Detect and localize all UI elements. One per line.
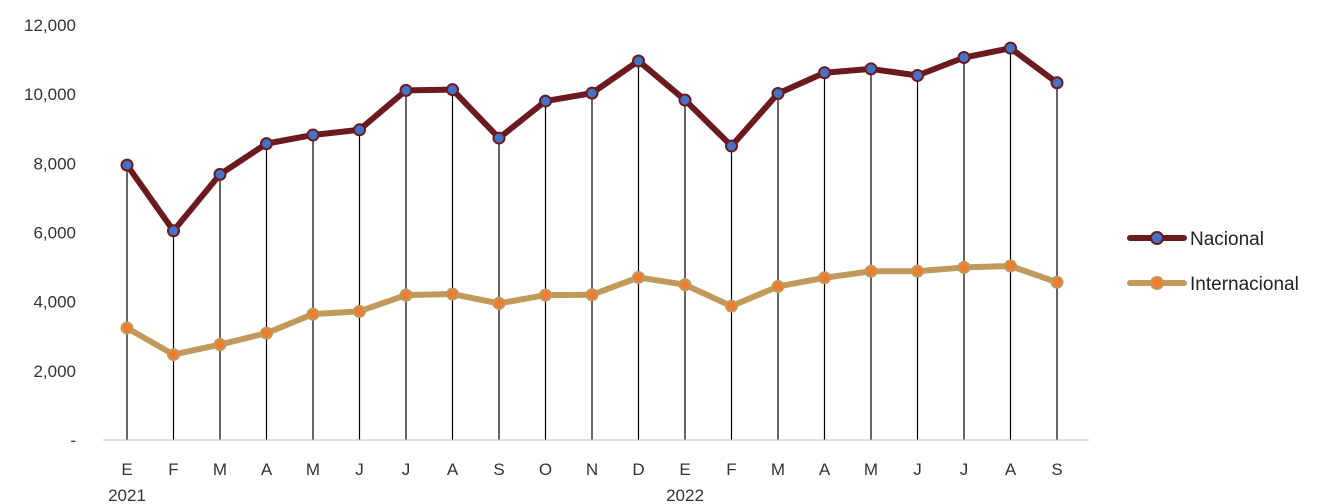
legend-item-internacional: Internacional	[1127, 274, 1299, 295]
data-point-internacional	[353, 304, 366, 318]
drop-lines	[126, 48, 1058, 440]
x-tick-label: J	[913, 460, 922, 479]
legend-label: Nacional	[1190, 229, 1264, 250]
data-point-nacional	[632, 54, 645, 68]
x-tick-label: E	[679, 460, 690, 479]
data-point-internacional	[399, 288, 413, 302]
y-tick-label: 2,000	[33, 362, 76, 381]
data-point-nacional	[167, 224, 180, 238]
legend-swatch-marker	[1150, 231, 1164, 245]
data-point-internacional	[213, 338, 227, 352]
data-point-internacional	[120, 321, 134, 335]
x-tick-label: A	[447, 460, 459, 479]
x-tick-label: M	[864, 460, 878, 479]
data-point-internacional	[539, 288, 552, 302]
legend-item-nacional: Nacional	[1127, 229, 1264, 250]
data-point-internacional	[167, 348, 180, 362]
data-point-nacional	[585, 86, 599, 100]
data-point-internacional	[1004, 259, 1017, 273]
data-point-internacional	[911, 264, 924, 278]
y-axis-ticks: - 2,000 4,000 6,000 8,000 10,000 12,000	[24, 16, 76, 450]
data-point-internacional	[492, 296, 506, 310]
data-point-nacional	[120, 158, 134, 172]
y-tick-label: 6,000	[33, 224, 76, 243]
y-tick-label: 4,000	[33, 293, 76, 312]
y-tick-label: 8,000	[33, 154, 76, 173]
y-tick-label: -	[70, 431, 76, 450]
x-tick-label: M	[306, 460, 320, 479]
legend-swatch-marker	[1150, 276, 1164, 290]
y-tick-label: 10,000	[24, 85, 76, 104]
x-tick-label: E	[121, 460, 132, 479]
x-tick-label: N	[586, 460, 598, 479]
data-point-internacional	[1050, 275, 1064, 289]
x-tick-label: J	[960, 460, 969, 479]
x-tick-label: F	[168, 460, 178, 479]
year-labels: 2021 2022	[108, 486, 704, 504]
data-point-nacional	[492, 131, 506, 145]
data-point-internacional	[725, 299, 738, 313]
x-tick-label: M	[771, 460, 785, 479]
data-point-nacional	[771, 86, 785, 100]
x-tick-label: J	[402, 460, 411, 479]
x-tick-label: A	[261, 460, 273, 479]
data-point-nacional	[818, 66, 831, 80]
data-point-internacional	[260, 326, 273, 340]
data-point-internacional	[678, 278, 692, 292]
data-point-nacional	[1050, 76, 1064, 90]
data-point-nacional	[213, 167, 227, 181]
x-tick-label: O	[539, 460, 552, 479]
x-tick-label: S	[1051, 460, 1062, 479]
data-point-internacional	[818, 271, 831, 285]
data-point-internacional	[957, 260, 971, 274]
year-label: 2022	[666, 486, 704, 504]
x-tick-label: D	[632, 460, 644, 479]
data-point-nacional	[957, 51, 971, 65]
legend-label: Internacional	[1190, 274, 1299, 295]
data-point-nacional	[864, 62, 878, 76]
data-point-internacional	[446, 287, 459, 301]
data-point-nacional	[539, 94, 552, 108]
data-point-nacional	[446, 83, 459, 97]
data-point-nacional	[306, 128, 320, 142]
year-label: 2021	[108, 486, 146, 504]
y-tick-label: 12,000	[24, 16, 76, 35]
data-point-internacional	[864, 264, 878, 278]
data-point-internacional	[771, 279, 785, 293]
x-tick-label: A	[1005, 460, 1017, 479]
x-tick-label: M	[213, 460, 227, 479]
legend: Nacional Internacional	[1127, 229, 1299, 295]
data-point-internacional	[585, 288, 599, 302]
data-point-nacional	[1004, 41, 1017, 55]
data-point-internacional	[632, 270, 645, 284]
data-point-nacional	[911, 68, 924, 82]
data-point-nacional	[678, 93, 692, 107]
data-point-nacional	[353, 123, 366, 137]
data-point-nacional	[725, 139, 738, 153]
x-tick-label: F	[726, 460, 736, 479]
x-tick-label: S	[493, 460, 504, 479]
data-point-nacional	[399, 83, 413, 97]
series-layer	[120, 41, 1064, 362]
x-tick-label: J	[355, 460, 364, 479]
x-tick-label: A	[819, 460, 831, 479]
data-point-nacional	[260, 137, 273, 151]
data-point-internacional	[306, 307, 320, 321]
